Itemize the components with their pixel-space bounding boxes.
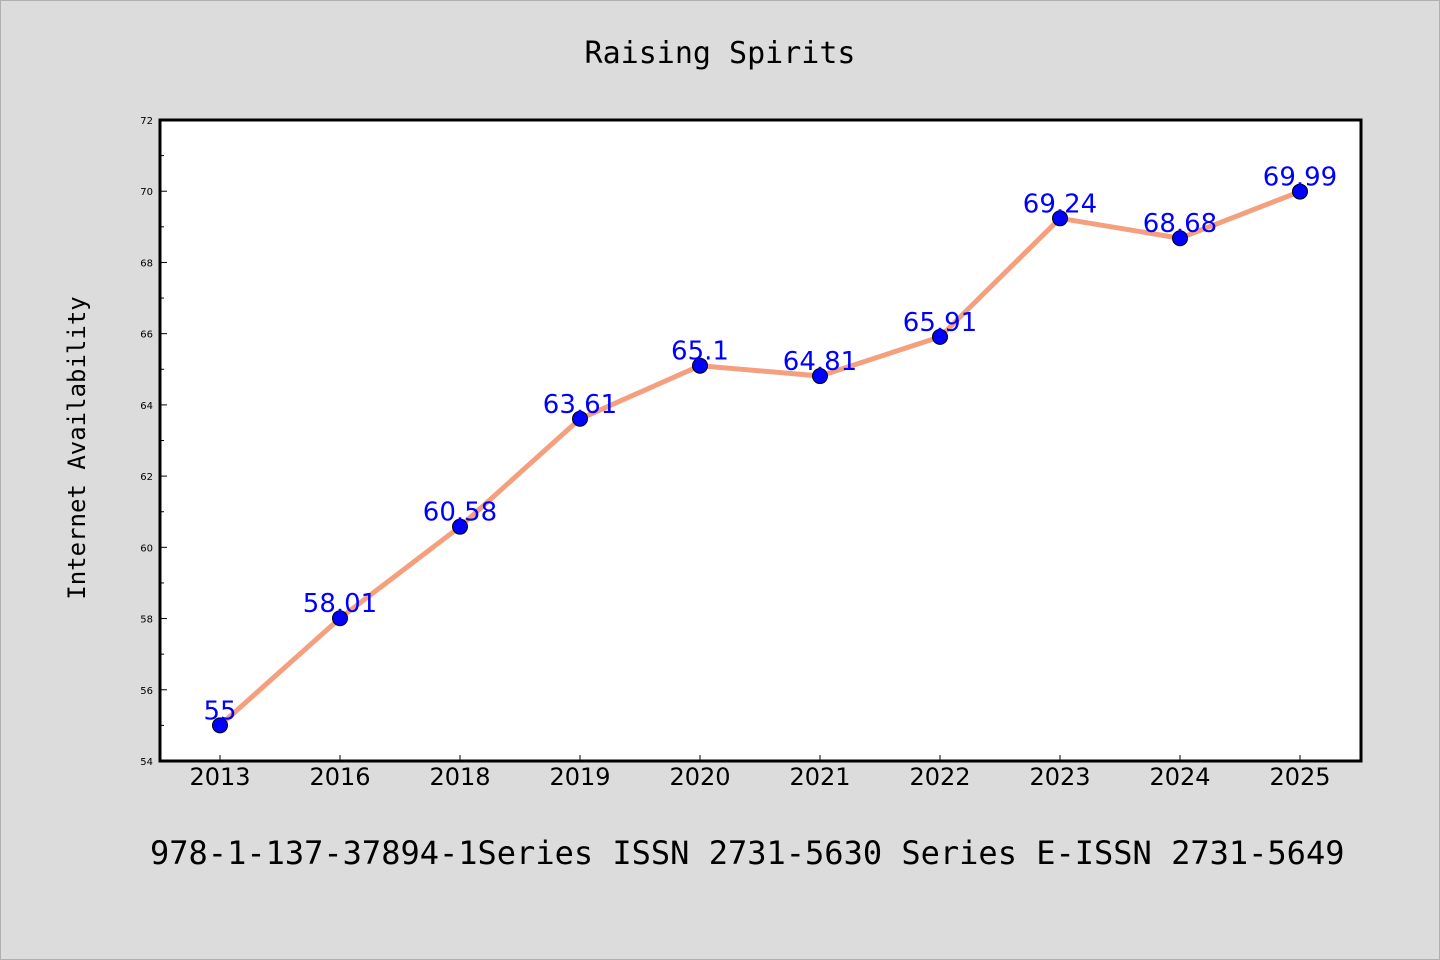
data-labels: 55 58.01 60.58 63.61 65.1 64.81 65.91 69.24 68.6… [203, 163, 1337, 727]
y-tick-label: 54 [140, 757, 153, 768]
data-point-marker [692, 357, 708, 374]
x-tick-label: 2013 [189, 763, 250, 791]
x-tick-label: 2025 [1269, 763, 1330, 791]
data-value-label: 55 [203, 696, 236, 726]
data-point-marker [572, 410, 588, 427]
data-point-marker [932, 328, 948, 345]
x-tick-label: 2020 [669, 763, 730, 791]
x-tick-label: 2016 [309, 763, 370, 791]
y-tick-label: 56 [140, 686, 153, 697]
data-value-label: 65.1 [671, 337, 729, 367]
data-point-marker [452, 518, 468, 535]
data-point-marker [1292, 183, 1308, 200]
data-value-label: 65.91 [903, 308, 977, 338]
y-axis-label: Internet Availability [63, 296, 91, 599]
x-tick-label: 2024 [1149, 763, 1210, 791]
data-point-marker [332, 610, 348, 627]
x-tick-label: 2018 [429, 763, 490, 791]
y-tick-label: 66 [140, 330, 153, 341]
data-value-label: 60.58 [423, 498, 497, 528]
data-point-marker [1052, 210, 1068, 227]
footer-isbn-text: 978-1-137-37894-1Series ISSN 2731-5630 S… [150, 834, 1344, 872]
data-value-label: 69.24 [1023, 189, 1097, 219]
data-point-marker [812, 368, 828, 385]
series-line [217, 189, 1303, 728]
y-tick-label: 62 [140, 472, 153, 483]
data-series [212, 183, 1308, 734]
x-tick-label: 2019 [549, 763, 610, 791]
data-value-label: 58.01 [303, 589, 377, 619]
y-tick-label: 60 [140, 543, 153, 554]
data-value-label: 64.81 [783, 347, 857, 377]
x-tick-label: 2022 [909, 763, 970, 791]
chart-title: Raising Spirits [585, 36, 856, 71]
data-value-label: 68.68 [1143, 209, 1217, 239]
y-tick-label: 70 [140, 187, 153, 198]
data-value-label: 69.99 [1263, 163, 1337, 193]
data-point-marker [1172, 230, 1188, 247]
x-axis-ticks: 2013 2016 2018 2019 2020 2021 2022 2023 2024 2025 [189, 755, 1331, 791]
y-tick-label: 64 [140, 401, 153, 412]
y-axis-ticks: 54 56 58 60 62 64 66 68 70 72 [140, 116, 167, 768]
y-tick-label: 58 [140, 615, 153, 626]
data-point-marker [212, 717, 228, 734]
y-tick-label: 72 [140, 116, 153, 127]
x-tick-label: 2023 [1029, 763, 1090, 791]
plot-area [158, 118, 1363, 763]
y-tick-label: 68 [140, 258, 153, 269]
x-tick-label: 2021 [789, 763, 850, 791]
data-value-label: 63.61 [543, 390, 617, 420]
